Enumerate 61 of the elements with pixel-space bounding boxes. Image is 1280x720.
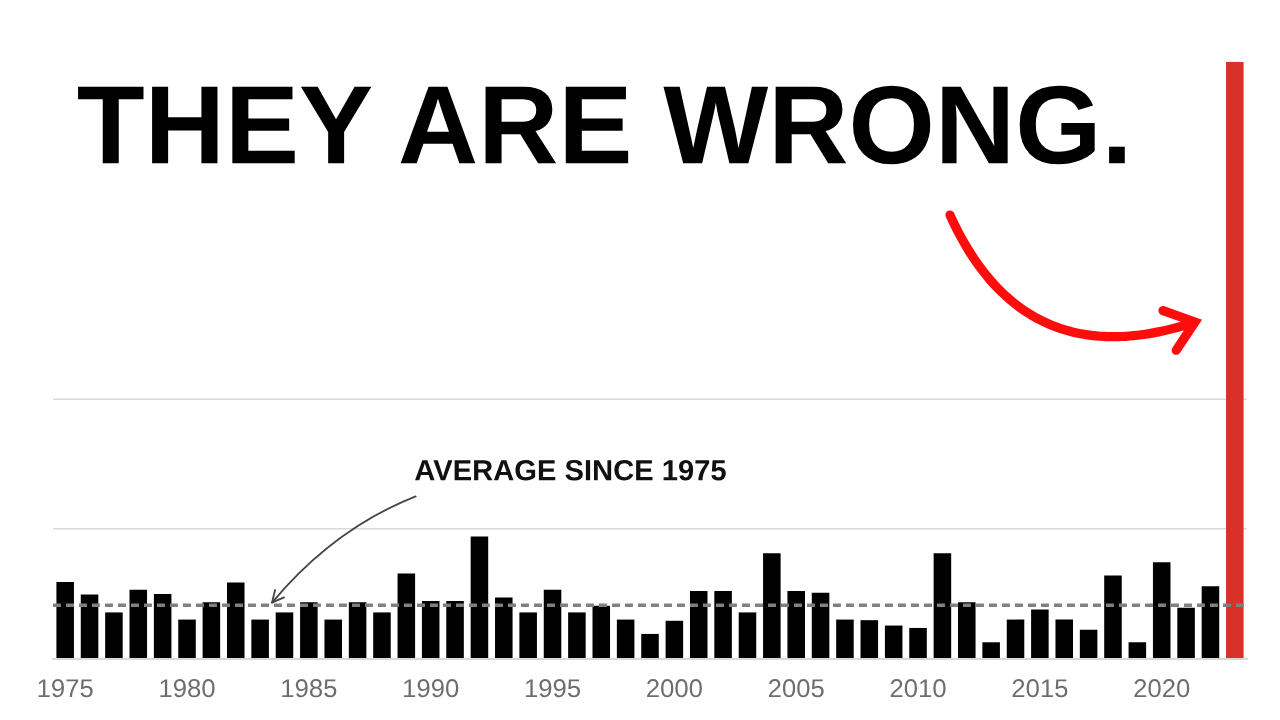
bar (1128, 642, 1147, 659)
x-tick-label: 2020 (1134, 679, 1190, 698)
bar (714, 590, 732, 659)
x-tick-label: 1985 (282, 679, 337, 698)
bar (884, 625, 903, 659)
bar (202, 602, 221, 659)
bar (738, 612, 757, 659)
bar (568, 612, 586, 659)
chart-title: THEY ARE WRONG. (78, 85, 1125, 165)
bar (178, 619, 196, 659)
x-tick-label: 1980 (160, 679, 215, 698)
bar (1006, 619, 1025, 659)
bar (836, 619, 854, 659)
bar (763, 553, 781, 659)
bar (543, 589, 562, 659)
bar (519, 612, 537, 659)
bar (397, 573, 416, 659)
bar (592, 605, 611, 659)
bar (958, 602, 976, 659)
bar (909, 627, 927, 659)
bar (275, 612, 294, 659)
x-tick-label: 1975 (38, 679, 93, 698)
x-tick-label: 2005 (768, 679, 824, 698)
bar (153, 593, 172, 659)
bar (373, 612, 391, 659)
bar (446, 601, 464, 659)
bar (129, 589, 148, 659)
x-tick-label: 2000 (647, 679, 702, 698)
bar (226, 582, 245, 659)
annotation: AVERAGE SINCE 1975 (415, 459, 726, 481)
bar (495, 597, 513, 659)
x-tick-label: 1995 (525, 679, 581, 698)
bar (105, 612, 123, 659)
bar (665, 620, 684, 659)
bar (470, 536, 489, 659)
x-tick-label: 2015 (1012, 679, 1068, 698)
bar (1152, 562, 1171, 659)
bar (641, 633, 659, 659)
bar (348, 602, 367, 659)
bar (616, 619, 635, 659)
bar (251, 619, 269, 659)
bar (811, 592, 830, 659)
x-tick-label: 1990 (404, 679, 459, 698)
bar (787, 590, 805, 659)
bar (80, 594, 99, 659)
bar (689, 590, 708, 659)
x-tick-label: 2010 (890, 679, 946, 698)
bar (982, 642, 1000, 659)
bar (56, 581, 74, 659)
bar (300, 602, 318, 659)
bar (1031, 609, 1049, 659)
bar (324, 619, 342, 659)
bar (1177, 607, 1195, 659)
bar (1104, 575, 1122, 659)
bar (1079, 629, 1098, 659)
bar (1201, 586, 1220, 659)
bar (1226, 61, 1244, 659)
bar (933, 553, 952, 659)
bar (860, 620, 879, 659)
bar (1055, 619, 1074, 659)
bar (421, 601, 440, 659)
